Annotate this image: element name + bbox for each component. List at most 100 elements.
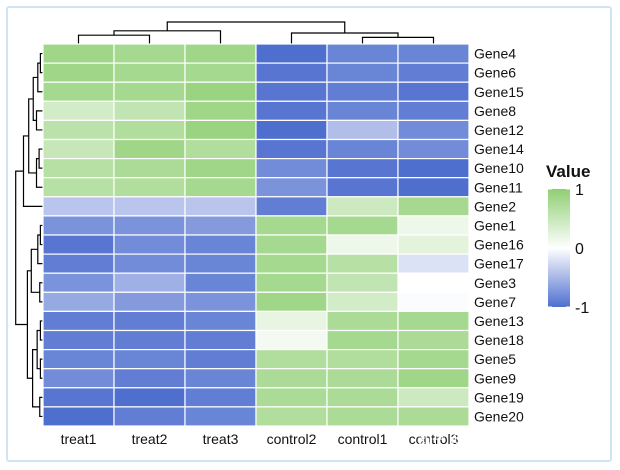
column-dendrogram-branch <box>361 36 435 44</box>
heatmap-cell <box>113 406 186 427</box>
heatmap-cell <box>326 406 399 427</box>
heatmap-cell <box>397 119 470 141</box>
column-labels: treat1 treat2 treat3 control2 control1 contro… <box>61 431 459 447</box>
heatmap-cell <box>255 406 328 427</box>
heatmap-cell <box>113 196 186 217</box>
heatmap-cell <box>184 272 257 293</box>
heatmap-cell <box>113 138 186 160</box>
heatmap-cell <box>42 272 115 293</box>
heatmap-cell <box>397 272 470 293</box>
heatmap-cell <box>113 158 186 179</box>
heatmap-cell <box>326 329 399 351</box>
legend-tick-label: 1 <box>575 182 584 199</box>
heatmap-cell <box>397 138 470 160</box>
heatmap-cell <box>255 62 328 83</box>
heatmap-cell <box>113 177 186 198</box>
heatmap-cell <box>326 215 399 236</box>
heatmap-cell <box>255 196 328 217</box>
heatmap-cell <box>42 387 115 408</box>
heatmap-cell <box>326 253 399 274</box>
color-legend: Value 1 0 -1 <box>546 162 590 317</box>
row-label: Gene13 <box>474 313 524 329</box>
heatmap-cell <box>397 349 470 370</box>
heatmap-cell <box>397 196 470 217</box>
row-dendrogram-branch <box>35 158 43 188</box>
heatmap-cell <box>326 234 399 255</box>
heatmap-cell <box>255 215 328 236</box>
column-label: treat2 <box>132 431 168 447</box>
heatmap-cell <box>113 253 186 274</box>
column-label: treat3 <box>203 431 239 447</box>
heatmap-cell <box>184 234 257 255</box>
heatmap-cell <box>255 368 328 389</box>
heatmap-cell <box>326 158 399 179</box>
heatmap-cell <box>397 329 470 351</box>
heatmap-cell <box>184 119 257 141</box>
heatmap-cell <box>184 310 257 332</box>
heatmap-cell <box>113 81 186 102</box>
row-label: Gene10 <box>474 160 524 176</box>
heatmap-cell <box>255 177 328 198</box>
row-label: Gene8 <box>474 103 516 119</box>
heatmap-cell <box>397 62 470 83</box>
heatmap-cell <box>255 387 328 408</box>
row-label: Gene20 <box>474 408 524 424</box>
heatmap-cell <box>397 177 470 198</box>
row-label: Gene18 <box>474 332 524 348</box>
column-label: treat1 <box>61 431 97 447</box>
row-label: Gene7 <box>474 294 516 310</box>
legend-ticks: 1 0 -1 <box>548 182 589 317</box>
heatmap-cell <box>184 406 257 427</box>
row-label: Gene16 <box>474 237 524 253</box>
row-label: Gene19 <box>474 389 524 405</box>
heatmap-cell <box>255 119 328 141</box>
column-label: control3 <box>409 431 459 447</box>
heatmap-cell <box>397 368 470 389</box>
heatmap-cell <box>397 81 470 102</box>
column-dendrogram-branch <box>77 34 151 44</box>
heatmap-cell <box>113 215 186 236</box>
heatmap-cell <box>42 234 115 255</box>
heatmap-cell <box>326 81 399 102</box>
heatmap-cell <box>184 62 257 83</box>
heatmap-cell <box>113 43 186 64</box>
heatmap-cell <box>326 196 399 217</box>
heatmap-cell <box>326 387 399 408</box>
heatmap-cell <box>397 310 470 332</box>
heatmap-cell <box>113 387 186 408</box>
heatmap-cell <box>113 119 186 141</box>
heatmap-cell <box>42 406 115 427</box>
heatmap-cell <box>326 272 399 293</box>
heatmap-cell <box>184 43 257 64</box>
watermark: 知乎 @TigerZ 生信宝库 <box>418 431 570 448</box>
row-label: Gene12 <box>474 122 524 138</box>
heatmap-cell <box>255 291 328 312</box>
heatmap-cell <box>397 43 470 64</box>
column-dendrogram-branch <box>113 30 222 44</box>
heatmap-cell <box>397 100 470 122</box>
heatmap-cell <box>326 43 399 64</box>
heatmap-cell <box>255 310 328 332</box>
heatmap-cell <box>42 215 115 236</box>
heatmap-cell <box>113 100 186 122</box>
heatmap-cell <box>397 215 470 236</box>
row-dendrogram-branch <box>28 98 37 174</box>
heatmap-cell <box>255 253 328 274</box>
heatmap-cell <box>113 329 186 351</box>
heatmap-cell <box>326 368 399 389</box>
row-label: Gene3 <box>474 275 516 291</box>
heatmap-cell <box>326 138 399 160</box>
heatmap-cell <box>255 100 328 122</box>
heatmap-cell <box>42 158 115 179</box>
legend-title: Value <box>546 162 590 181</box>
legend-tick-label: 0 <box>575 241 584 258</box>
row-dendrogram-branch <box>22 135 43 207</box>
row-label: Gene17 <box>474 256 524 272</box>
row-dendrogram-branch <box>32 76 38 122</box>
row-label: Gene2 <box>474 198 516 214</box>
column-label: control2 <box>267 431 317 447</box>
heatmap-cell <box>326 100 399 122</box>
heatmap-cell <box>184 329 257 351</box>
heatmap-cell <box>42 291 115 312</box>
row-label: Gene6 <box>474 65 516 81</box>
